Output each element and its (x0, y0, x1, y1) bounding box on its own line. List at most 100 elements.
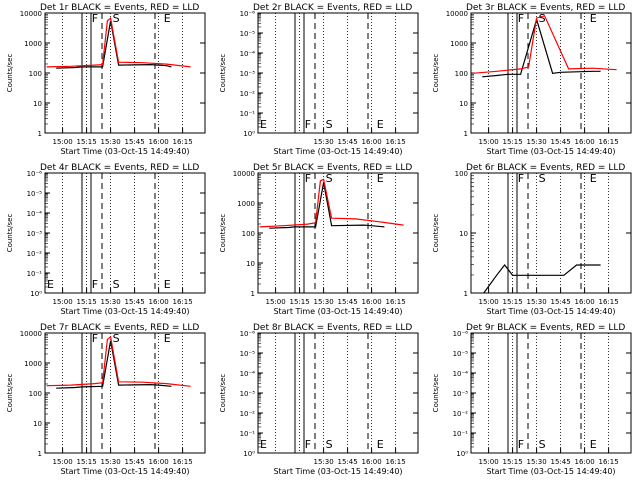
chart-title: Det 5r BLACK = Events, RED = LLD (253, 163, 412, 173)
marker-label: E (164, 332, 171, 345)
marker-label: F (518, 12, 524, 25)
chart-title: Det 9r BLACK = Events, RED = LLD (466, 323, 625, 333)
x-tick-label: 15:45 (125, 458, 145, 466)
series-line-events (483, 264, 601, 294)
marker-label: F (305, 118, 311, 131)
series-line-events (56, 20, 172, 69)
y-tick-label: 100 (29, 390, 42, 398)
y-tick-label: 10⁻¹ (240, 430, 256, 438)
marker-label: F (92, 332, 98, 345)
y-tick-label: 1 (464, 130, 468, 138)
y-tick-label: 10000 (446, 10, 468, 18)
x-tick-label: 16:00 (575, 298, 595, 306)
x-tick-label: 16:00 (149, 138, 169, 146)
x-tick-label: 15:00 (53, 138, 73, 146)
chart-panel-5: Det 5r BLACK = Events, RED = LLD 1 10 100 10… (219, 163, 419, 316)
marker-label: S (113, 12, 120, 25)
marker-label: E (164, 278, 171, 291)
y-tick-label: 100 (455, 170, 468, 178)
y-tick-label: 10⁻⁶ (27, 170, 43, 178)
x-tick-label: 15:15 (77, 298, 97, 306)
y-tick-label: 10⁻³ (240, 70, 256, 78)
y-tick-label: 10⁻⁶ (240, 10, 256, 18)
y-tick-label: 10⁻⁴ (453, 370, 469, 378)
chart-title: Det 4r BLACK = Events, RED = LLD (40, 163, 199, 173)
plot-frame (44, 332, 206, 454)
y-tick-label: 10 (459, 100, 468, 108)
x-tick-label: 15:15 (503, 138, 523, 146)
x-tick-label: 15:00 (479, 298, 499, 306)
y-tick-label: 10⁻² (453, 410, 469, 418)
chart-title: Det 6r BLACK = Events, RED = LLD (466, 163, 625, 173)
x-tick-label: 15:30 (314, 298, 334, 306)
y-tick-label: 10⁻⁶ (453, 330, 469, 338)
x-tick-label: 15:00 (479, 458, 499, 466)
x-tick-label: 15:45 (125, 138, 145, 146)
x-tick-label: 15:45 (338, 138, 358, 146)
x-tick-label: 15:45 (551, 138, 571, 146)
x-tick-label: 15:00 (53, 458, 73, 466)
y-tick-label: 10⁻⁴ (27, 210, 43, 218)
plot-frame (470, 172, 632, 294)
marker-label: S (326, 172, 333, 185)
y-tick-label: 1000 (237, 200, 255, 208)
x-tick-label: 15:45 (338, 458, 358, 466)
y-tick-label: 10⁻² (240, 410, 256, 418)
series-line-lld (46, 16, 191, 68)
chart-panel-3: Det 3r BLACK = Events, RED = LLD 1 10 100 10… (432, 3, 632, 156)
y-tick-label: 10⁻⁵ (453, 350, 469, 358)
x-tick-label: 15:30 (101, 458, 121, 466)
x-axis-label: Start Time (03-Oct-15 14:49:40) (486, 147, 615, 156)
x-tick-label: 15:00 (53, 298, 73, 306)
plot-frame (44, 172, 206, 294)
y-tick-label: 10⁰ (243, 450, 255, 458)
y-tick-label: 10000 (20, 330, 42, 338)
y-tick-label: 10 (246, 260, 255, 268)
y-axis-label: Counts/sec (432, 374, 440, 413)
marker-label: E (377, 118, 384, 131)
marker-label: F (92, 12, 98, 25)
plot-frame (257, 12, 419, 134)
y-tick-label: 1000 (24, 40, 42, 48)
marker-label: S (113, 332, 120, 345)
x-tick-label: 15:30 (314, 138, 334, 146)
marker-label: E (590, 438, 597, 451)
x-tick-label: 16:15 (386, 458, 406, 466)
y-tick-label: 1 (464, 290, 468, 298)
y-axis-label: Counts/sec (219, 374, 227, 413)
y-tick-label: 10⁻² (27, 250, 43, 258)
chart-panel-2: Det 2r BLACK = Events, RED = LLD 10⁰ 10⁻¹ 1… (219, 3, 419, 156)
y-tick-label: 10⁰ (243, 130, 255, 138)
y-axis-label: Counts/sec (432, 54, 440, 93)
chart-title: Det 8r BLACK = Events, RED = LLD (253, 323, 412, 333)
x-tick-label: 16:15 (599, 138, 619, 146)
x-tick-label: 15:30 (527, 298, 547, 306)
chart-panel-6: Det 6r BLACK = Events, RED = LLD 1 10 100 15… (432, 163, 632, 316)
y-tick-label: 1 (251, 290, 255, 298)
marker-label: E (260, 118, 267, 131)
y-tick-label: 10⁻⁴ (240, 370, 256, 378)
x-axis-label: Start Time (03-Oct-15 14:49:40) (273, 147, 402, 156)
y-tick-label: 100 (242, 230, 255, 238)
plot-frame (257, 172, 419, 294)
x-tick-label: 16:15 (386, 298, 406, 306)
x-tick-label: 16:00 (362, 138, 382, 146)
marker-label: F (518, 172, 524, 185)
x-tick-label: 16:15 (173, 138, 193, 146)
series-line-events (56, 340, 172, 389)
plot-frame (470, 12, 632, 134)
marker-label: E (260, 438, 267, 451)
y-axis-label: Counts/sec (6, 374, 14, 413)
marker-label: S (539, 172, 546, 185)
y-tick-label: 10⁻³ (27, 230, 43, 238)
marker-label: F (305, 438, 311, 451)
y-tick-label: 1000 (24, 360, 42, 368)
x-tick-label: 15:00 (479, 138, 499, 146)
y-tick-label: 1 (38, 450, 42, 458)
y-tick-label: 10⁻² (240, 90, 256, 98)
y-tick-label: 10⁻⁵ (27, 190, 43, 198)
marker-label: E (377, 438, 384, 451)
x-axis-label: Start Time (03-Oct-15 14:49:40) (60, 147, 189, 156)
x-tick-label: 16:15 (599, 458, 619, 466)
marker-label: E (377, 172, 384, 185)
